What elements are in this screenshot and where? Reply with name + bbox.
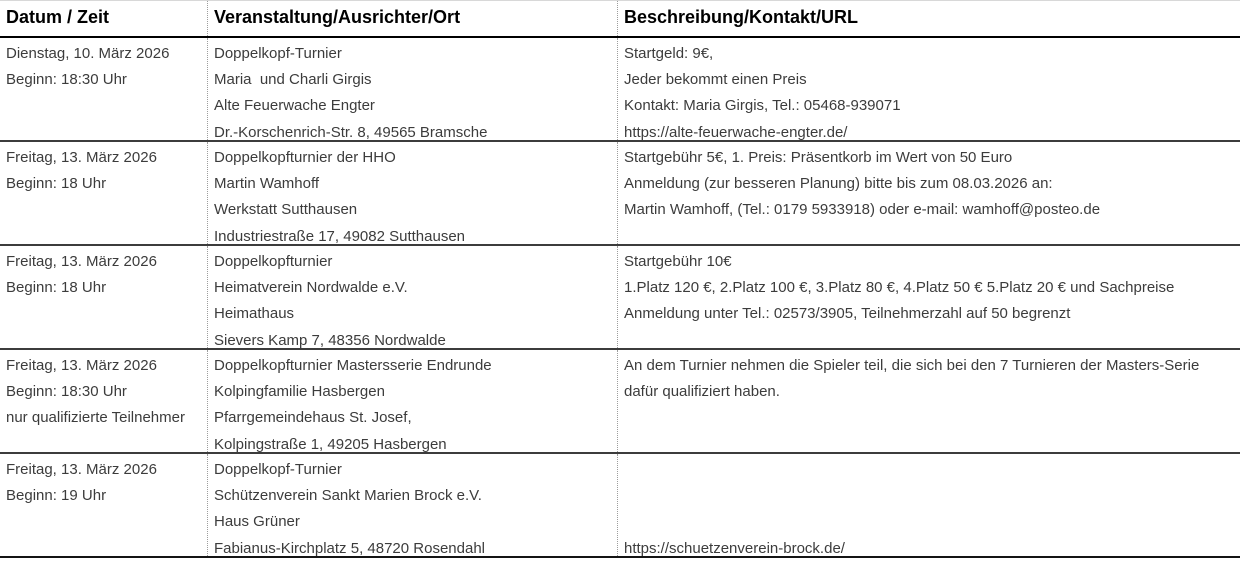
cell-text-line: Kontakt: Maria Girgis, Tel.: 05468-93907… [624, 97, 901, 115]
cell-text-line: Beginn: 18:30 Uhr [6, 383, 127, 401]
table-row: Freitag, 13. März 2026 Beginn: 18 Uhr Dopp… [0, 246, 1240, 350]
cell-text-line: Dr.-Korschenrich-Str. 8, 49565 Bramsche [214, 123, 488, 140]
cell-text-line: Freitag, 13. März 2026 [6, 253, 157, 270]
table-row: Freitag, 13. März 2026 Beginn: 19 Uhr Dopp… [0, 454, 1240, 558]
cell-beschreibung-kontakt-url: Startgebühr 10€ 1.Platz 120 €, 2.Platz 10… [617, 246, 1240, 348]
cell-text-line: Heimathaus [214, 305, 295, 323]
cell-text-line: Freitag, 13. März 2026 [6, 461, 157, 478]
cell-text-line: 1.Platz 120 €, 2.Platz 100 €, 3.Platz 80… [624, 279, 1175, 297]
cell-datum-zeit: Freitag, 13. März 2026 Beginn: 18 Uhr [0, 246, 207, 348]
cell-text-line [0, 197, 207, 223]
cell-text-line: Werkstatt Sutthausen [214, 201, 358, 219]
cell-text-line: Startgeld: 9€, [624, 45, 714, 62]
cell-text-line: Anmeldung unter Tel.: 02573/3905, Teilne… [624, 305, 1071, 323]
cell-text-line: Martin Wamhoff [214, 175, 320, 193]
cell-veranstaltung-ausrichter-ort: Doppelkopf-Turnier Maria und Charli Girgi… [207, 38, 617, 140]
cell-text-line [0, 301, 207, 327]
cell-text-line: Freitag, 13. März 2026 [6, 357, 157, 374]
cell-veranstaltung-ausrichter-ort: Doppelkopfturnier Heimatverein Nordwalde … [207, 246, 617, 348]
cell-veranstaltung-ausrichter-ort: Doppelkopfturnier Mastersserie Endrunde K… [207, 350, 617, 452]
cell-text-line: Fabianus-Kirchplatz 5, 48720 Rosendahl [214, 539, 486, 556]
table-body: Dienstag, 10. März 2026 Beginn: 18:30 Uhr… [0, 38, 1240, 558]
cell-text-line [0, 432, 207, 452]
cell-veranstaltung-ausrichter-ort: Doppelkopfturnier der HHO Martin Wamhoff W… [207, 142, 617, 244]
cell-text-line [618, 224, 1240, 244]
cell-text-line: Pfarrgemeindehaus St. Josef, [214, 409, 412, 427]
column-header-beschreibung-kontakt-url: Beschreibung/Kontakt/URL [617, 1, 1240, 36]
table-header-row: Datum / Zeit Veranstaltung/Ausrichter/Or… [0, 1, 1240, 38]
cell-text-line: Doppelkopfturnier der HHO [214, 149, 396, 166]
cell-text-line: An dem Turnier nehmen die Spieler teil, … [624, 357, 1200, 374]
cell-text-line [618, 405, 1240, 431]
cell-text-line: Doppelkopfturnier Mastersserie Endrunde [214, 357, 492, 374]
cell-text-line: Doppelkopfturnier [214, 253, 333, 270]
cell-text-line: https://schuetzenverein-brock.de/ [624, 539, 845, 556]
cell-text-line: Startgebühr 5€, 1. Preis: Präsentkorb im… [624, 149, 1013, 166]
cell-text-line: Startgebühr 10€ [624, 253, 732, 270]
cell-text-line: Sievers Kamp 7, 48356 Nordwalde [214, 331, 446, 348]
cell-text-line: Dienstag, 10. März 2026 [6, 45, 170, 62]
cell-text-line: Martin Wamhoff, (Tel.: 0179 5933918) ode… [624, 201, 1101, 219]
cell-text-line: Beginn: 18 Uhr [6, 279, 107, 297]
cell-text-line: Alte Feuerwache Engter [214, 97, 375, 115]
cell-text-line: Kolpingstraße 1, 49205 Hasbergen [214, 435, 447, 452]
cell-text-line: Jeder bekommt einen Preis [624, 71, 807, 89]
table-row: Freitag, 13. März 2026 Beginn: 18:30 Uhr n… [0, 350, 1240, 454]
cell-datum-zeit: Freitag, 13. März 2026 Beginn: 18:30 Uhr n… [0, 350, 207, 452]
cell-text-line: Kolpingfamilie Hasbergen [214, 383, 385, 401]
cell-beschreibung-kontakt-url: Startgeld: 9€, Jeder bekommt einen Preis K… [617, 38, 1240, 140]
cell-veranstaltung-ausrichter-ort: Doppelkopf-Turnier Schützenverein Sankt M… [207, 454, 617, 556]
cell-text-line [618, 432, 1240, 452]
cell-text-line: Heimatverein Nordwalde e.V. [214, 279, 408, 297]
cell-text-line: Beginn: 18:30 Uhr [6, 71, 127, 89]
cell-beschreibung-kontakt-url: https://schuetzenverein-brock.de/ [617, 454, 1240, 556]
cell-text-line: Maria und Charli Girgis [214, 71, 372, 89]
cell-text-line: Schützenverein Sankt Marien Brock e.V. [214, 487, 482, 505]
cell-text-line [0, 93, 207, 119]
cell-text-line: Beginn: 18 Uhr [6, 175, 107, 193]
table-row: Dienstag, 10. März 2026 Beginn: 18:30 Uhr… [0, 38, 1240, 142]
cell-beschreibung-kontakt-url: Startgebühr 5€, 1. Preis: Präsentkorb im… [617, 142, 1240, 244]
cell-text-line [0, 536, 207, 556]
cell-text-line [0, 120, 207, 140]
cell-text-line [618, 509, 1240, 535]
cell-datum-zeit: Dienstag, 10. März 2026 Beginn: 18:30 Uhr [0, 38, 207, 140]
cell-text-line: Industriestraße 17, 49082 Sutthausen [214, 227, 466, 244]
table-row: Freitag, 13. März 2026 Beginn: 18 Uhr Dopp… [0, 142, 1240, 246]
column-header-datum-zeit: Datum / Zeit [6, 7, 110, 27]
cell-datum-zeit: Freitag, 13. März 2026 Beginn: 19 Uhr [0, 454, 207, 556]
cell-text-line [618, 328, 1240, 348]
column-header-veranstaltung-ausrichter-ort: Veranstaltung/Ausrichter/Ort [207, 1, 617, 36]
cell-text-line: https://alte-feuerwache-engter.de/ [624, 123, 848, 140]
cell-text-line [0, 224, 207, 244]
cell-text-line: Doppelkopf-Turnier [214, 461, 342, 478]
cell-beschreibung-kontakt-url: An dem Turnier nehmen die Spieler teil, … [617, 350, 1240, 452]
cell-text-line: Haus Grüner [214, 513, 300, 531]
cell-text-line: Beginn: 19 Uhr [6, 487, 107, 505]
cell-text-line: Doppelkopf-Turnier [214, 45, 342, 62]
cell-text-line [0, 328, 207, 348]
cell-text-line: nur qualifizierte Teilnehmer [6, 409, 185, 427]
cell-text-line [618, 457, 1240, 483]
cell-text-line [0, 509, 207, 535]
cell-text-line [618, 483, 1240, 509]
cell-text-line: dafür qualifiziert haben. [624, 383, 780, 401]
cell-text-line: Freitag, 13. März 2026 [6, 149, 157, 166]
cell-text-line: Anmeldung (zur besseren Planung) bitte b… [624, 175, 1053, 193]
cell-datum-zeit: Freitag, 13. März 2026 Beginn: 18 Uhr [0, 142, 207, 244]
